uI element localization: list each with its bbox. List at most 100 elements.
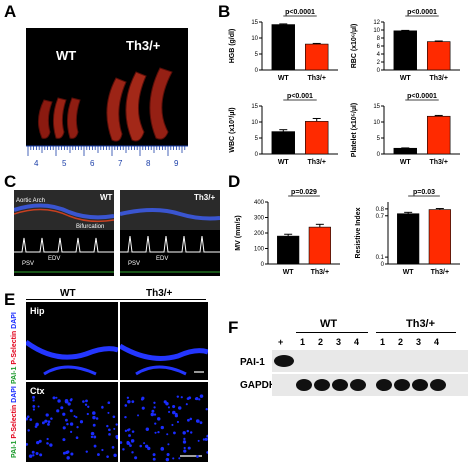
bar-wt bbox=[397, 213, 420, 265]
chart-platelet: Platelet (x10⁵/µl) 0 5 10 15 WT Th3/+ p<0.0001 bbox=[351, 93, 460, 166]
nucleus-dot bbox=[163, 400, 167, 404]
x-tick-label: WT bbox=[400, 75, 412, 82]
nucleus-dot bbox=[56, 409, 60, 413]
bar-th3 bbox=[305, 43, 329, 71]
panel-e-wt-label: WT bbox=[60, 288, 76, 299]
nucleus-dot bbox=[127, 399, 131, 404]
nucleus-dot bbox=[57, 399, 61, 403]
y-tick-label: 5 bbox=[377, 136, 381, 142]
nucleus-dot bbox=[178, 406, 182, 410]
nucleus-dot bbox=[147, 446, 151, 451]
gapdh-band bbox=[430, 379, 446, 391]
nucleus-dot bbox=[178, 457, 181, 460]
y-tick-label: 400 bbox=[254, 200, 265, 206]
nucleus-dot bbox=[87, 405, 90, 408]
nucleus-dot bbox=[50, 417, 53, 420]
nucleus-dot bbox=[183, 446, 186, 450]
y-tick-label: 2 bbox=[377, 60, 381, 66]
nucleus-dot bbox=[115, 423, 118, 426]
psv-label: PSV bbox=[22, 261, 34, 267]
nucleus-dot bbox=[182, 431, 186, 435]
nucleus-dot bbox=[62, 438, 66, 442]
hip-wt-image: Hip bbox=[24, 302, 119, 380]
y-tick-label: 15 bbox=[373, 104, 380, 110]
nucleus-dot bbox=[70, 452, 74, 456]
panel-a-letter: A bbox=[4, 2, 17, 21]
bar-th3 bbox=[427, 115, 451, 155]
aortic-arch-label: Aortic Arch bbox=[16, 198, 45, 204]
p-value: p<0.0001 bbox=[407, 93, 437, 100]
stain-pai-label: PAI-1 bbox=[11, 441, 18, 458]
y-tick-label: 0.8 bbox=[376, 207, 385, 213]
nucleus-dot bbox=[85, 450, 88, 453]
nucleus-dot bbox=[204, 437, 208, 441]
nucleus-dot bbox=[86, 412, 89, 416]
svg-text:PAI-1 P-Selectin DAPI: PAI-1 P-Selectin DAPI bbox=[11, 312, 18, 384]
nucleus-dot bbox=[153, 413, 157, 416]
nucleus-dot bbox=[41, 421, 45, 425]
nucleus-dot bbox=[73, 415, 76, 418]
nucleus-dot bbox=[122, 448, 125, 451]
nucleus-dot bbox=[131, 451, 134, 454]
nucleus-dot bbox=[126, 428, 130, 432]
nucleus-dot bbox=[45, 413, 49, 417]
nucleus-dot bbox=[101, 448, 104, 452]
nucleus-dot bbox=[36, 440, 40, 445]
panel-c-letter: C bbox=[4, 172, 17, 191]
nucleus-dot bbox=[168, 410, 171, 413]
gapdh-label: GAPDH bbox=[240, 380, 277, 391]
ruler-num-6: 6 bbox=[90, 159, 95, 168]
nucleus-dot bbox=[196, 455, 199, 458]
nucleus-dot bbox=[186, 429, 190, 433]
nucleus-dot bbox=[32, 405, 36, 408]
gapdh-band bbox=[296, 379, 312, 391]
nucleus-dot bbox=[67, 402, 71, 406]
nucleus-dot bbox=[90, 435, 94, 439]
nucleus-dot bbox=[167, 406, 170, 409]
p-value: p<0.0001 bbox=[285, 9, 315, 16]
ruler-num-4: 4 bbox=[34, 159, 39, 168]
stain-psel-label: P-Selectin bbox=[11, 405, 18, 439]
gapdh-band bbox=[332, 379, 348, 391]
nucleus-dot bbox=[64, 399, 69, 403]
y-tick-label: 0.7 bbox=[376, 214, 385, 220]
y-tick-label: 10 bbox=[251, 120, 258, 126]
nucleus-dot bbox=[46, 437, 49, 441]
nucleus-dot bbox=[70, 430, 73, 433]
nucleus-dot bbox=[195, 397, 199, 401]
x-tick-label: WT bbox=[283, 269, 295, 276]
nucleus-dot bbox=[66, 456, 70, 460]
nucleus-dot bbox=[65, 418, 68, 422]
nucleus-dot bbox=[39, 453, 43, 457]
nucleus-dot bbox=[82, 400, 85, 403]
nucleus-dot bbox=[187, 446, 191, 450]
nucleus-dot bbox=[199, 394, 204, 398]
nucleus-dot bbox=[84, 403, 88, 406]
stain-legend: PAI-1 P-Selectin DAPI bbox=[6, 380, 20, 460]
nucleus-dot bbox=[150, 412, 155, 417]
panel-e-th3-label: Th3/+ bbox=[146, 288, 173, 299]
nucleus-dot bbox=[60, 406, 64, 410]
nucleus-dot bbox=[205, 408, 208, 411]
nucleus-dot bbox=[160, 425, 164, 430]
nucleus-dot bbox=[47, 420, 51, 424]
nucleus-dot bbox=[113, 453, 117, 458]
edv-label: EDV bbox=[48, 256, 60, 262]
nucleus-dot bbox=[46, 442, 49, 445]
nucleus-dot bbox=[173, 431, 176, 435]
nucleus-dot bbox=[25, 443, 29, 446]
y-axis-label: Resistive Index bbox=[355, 207, 362, 258]
y-tick-label: 0 bbox=[255, 68, 259, 74]
nucleus-dot bbox=[154, 431, 157, 434]
pai1-label: PAI-1 bbox=[240, 357, 265, 368]
bar-th3 bbox=[305, 121, 329, 155]
nucleus-dot bbox=[90, 431, 95, 436]
nucleus-dot bbox=[143, 442, 146, 445]
ultrasound-th3: Th3/+ PSV EDV bbox=[119, 190, 221, 276]
nucleus-dot bbox=[96, 453, 100, 456]
nucleus-dot bbox=[171, 423, 174, 427]
nucleus-dot bbox=[183, 437, 186, 441]
nucleus-dot bbox=[92, 411, 96, 415]
nucleus-dot bbox=[45, 419, 48, 422]
nucleus-dot bbox=[47, 422, 50, 426]
